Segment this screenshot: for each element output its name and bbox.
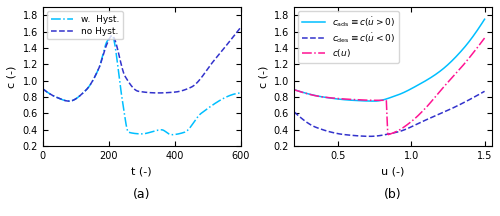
$c(u)$	[385, 133, 391, 136]
$c(u)$	[396, 129, 402, 131]
w.  Hyst.	[136, 133, 142, 135]
no Hyst.	[232, 33, 238, 36]
w.  Hyst.	[40, 87, 46, 90]
$c_{\rm des} \equiv c(\dot{u}<0)$	[422, 119, 428, 122]
Line: w.  Hyst.: w. Hyst.	[42, 36, 240, 135]
no Hyst.	[66, 100, 72, 102]
$c(u)$	[482, 37, 488, 39]
$c_{\rm ads} \equiv c(\dot{u}>0)$	[291, 88, 297, 91]
no Hyst.	[50, 94, 56, 97]
$c_{\rm des} \equiv c(\dot{u}<0)$	[367, 135, 373, 138]
$c_{\rm des} \equiv c(\dot{u}<0)$	[310, 125, 316, 127]
w.  Hyst.	[109, 34, 115, 37]
$c_{\rm ads} \equiv c(\dot{u}>0)$	[440, 68, 446, 70]
$c_{\rm des} \equiv c(\dot{u}<0)$	[375, 135, 381, 137]
w.  Hyst.	[238, 92, 244, 94]
no Hyst.	[232, 33, 238, 36]
Line: no Hyst.: no Hyst.	[42, 27, 240, 101]
w.  Hyst.	[50, 94, 56, 97]
w.  Hyst.	[232, 92, 238, 95]
$c_{\rm des} \equiv c(\dot{u}<0)$	[440, 111, 446, 114]
no Hyst.	[40, 87, 46, 90]
Line: $c_{\rm des} \equiv c(\dot{u}<0)$: $c_{\rm des} \equiv c(\dot{u}<0)$	[294, 91, 484, 136]
Line: $c_{\rm ads} \equiv c(\dot{u}>0)$: $c_{\rm ads} \equiv c(\dot{u}>0)$	[294, 19, 484, 101]
Legend: $c_{\rm ads} \equiv c(\dot{u}>0)$, $c_{\rm des} \equiv c(\dot{u}<0)$, $c(u)$: $c_{\rm ads} \equiv c(\dot{u}>0)$, $c_{\…	[298, 11, 398, 63]
w.  Hyst.	[131, 132, 137, 135]
Text: (b): (b)	[384, 188, 402, 201]
no Hyst.	[196, 80, 202, 82]
$c(u)$	[455, 70, 461, 72]
no Hyst.	[238, 26, 244, 29]
$c(u)$	[416, 113, 422, 116]
w.  Hyst.	[196, 114, 202, 117]
$c_{\rm ads} \equiv c(\dot{u}>0)$	[422, 80, 428, 82]
$c_{\rm ads} \equiv c(\dot{u}>0)$	[310, 94, 316, 96]
$c(u)$	[454, 70, 460, 73]
Y-axis label: c (-): c (-)	[7, 65, 17, 88]
Y-axis label: c (-): c (-)	[258, 65, 268, 88]
$c_{\rm ads} \equiv c(\dot{u}>0)$	[482, 18, 488, 21]
$c_{\rm des} \equiv c(\dot{u}<0)$	[368, 135, 374, 138]
w.  Hyst.	[168, 133, 174, 136]
$c_{\rm des} \equiv c(\dot{u}<0)$	[291, 110, 297, 113]
X-axis label: u (-): u (-)	[381, 167, 404, 176]
X-axis label: t (-): t (-)	[132, 167, 152, 176]
$c_{\rm ads} \equiv c(\dot{u}>0)$	[368, 100, 374, 102]
no Hyst.	[136, 90, 142, 93]
$c(u)$	[423, 106, 429, 109]
$c_{\rm ads} \equiv c(\dot{u}>0)$	[443, 65, 449, 67]
$c_{\rm ads} \equiv c(\dot{u}>0)$	[375, 100, 381, 102]
$c_{\rm des} \equiv c(\dot{u}<0)$	[482, 90, 488, 93]
w.  Hyst.	[232, 93, 238, 95]
no Hyst.	[131, 87, 137, 90]
$c_{\rm ads} \equiv c(\dot{u}>0)$	[372, 100, 378, 102]
$c(u)$	[446, 80, 452, 83]
Legend: w.  Hyst., no Hyst.: w. Hyst., no Hyst.	[47, 11, 122, 39]
$c_{\rm des} \equiv c(\dot{u}<0)$	[443, 110, 449, 112]
Text: (a): (a)	[133, 188, 150, 201]
Line: $c(u)$: $c(u)$	[388, 38, 484, 135]
